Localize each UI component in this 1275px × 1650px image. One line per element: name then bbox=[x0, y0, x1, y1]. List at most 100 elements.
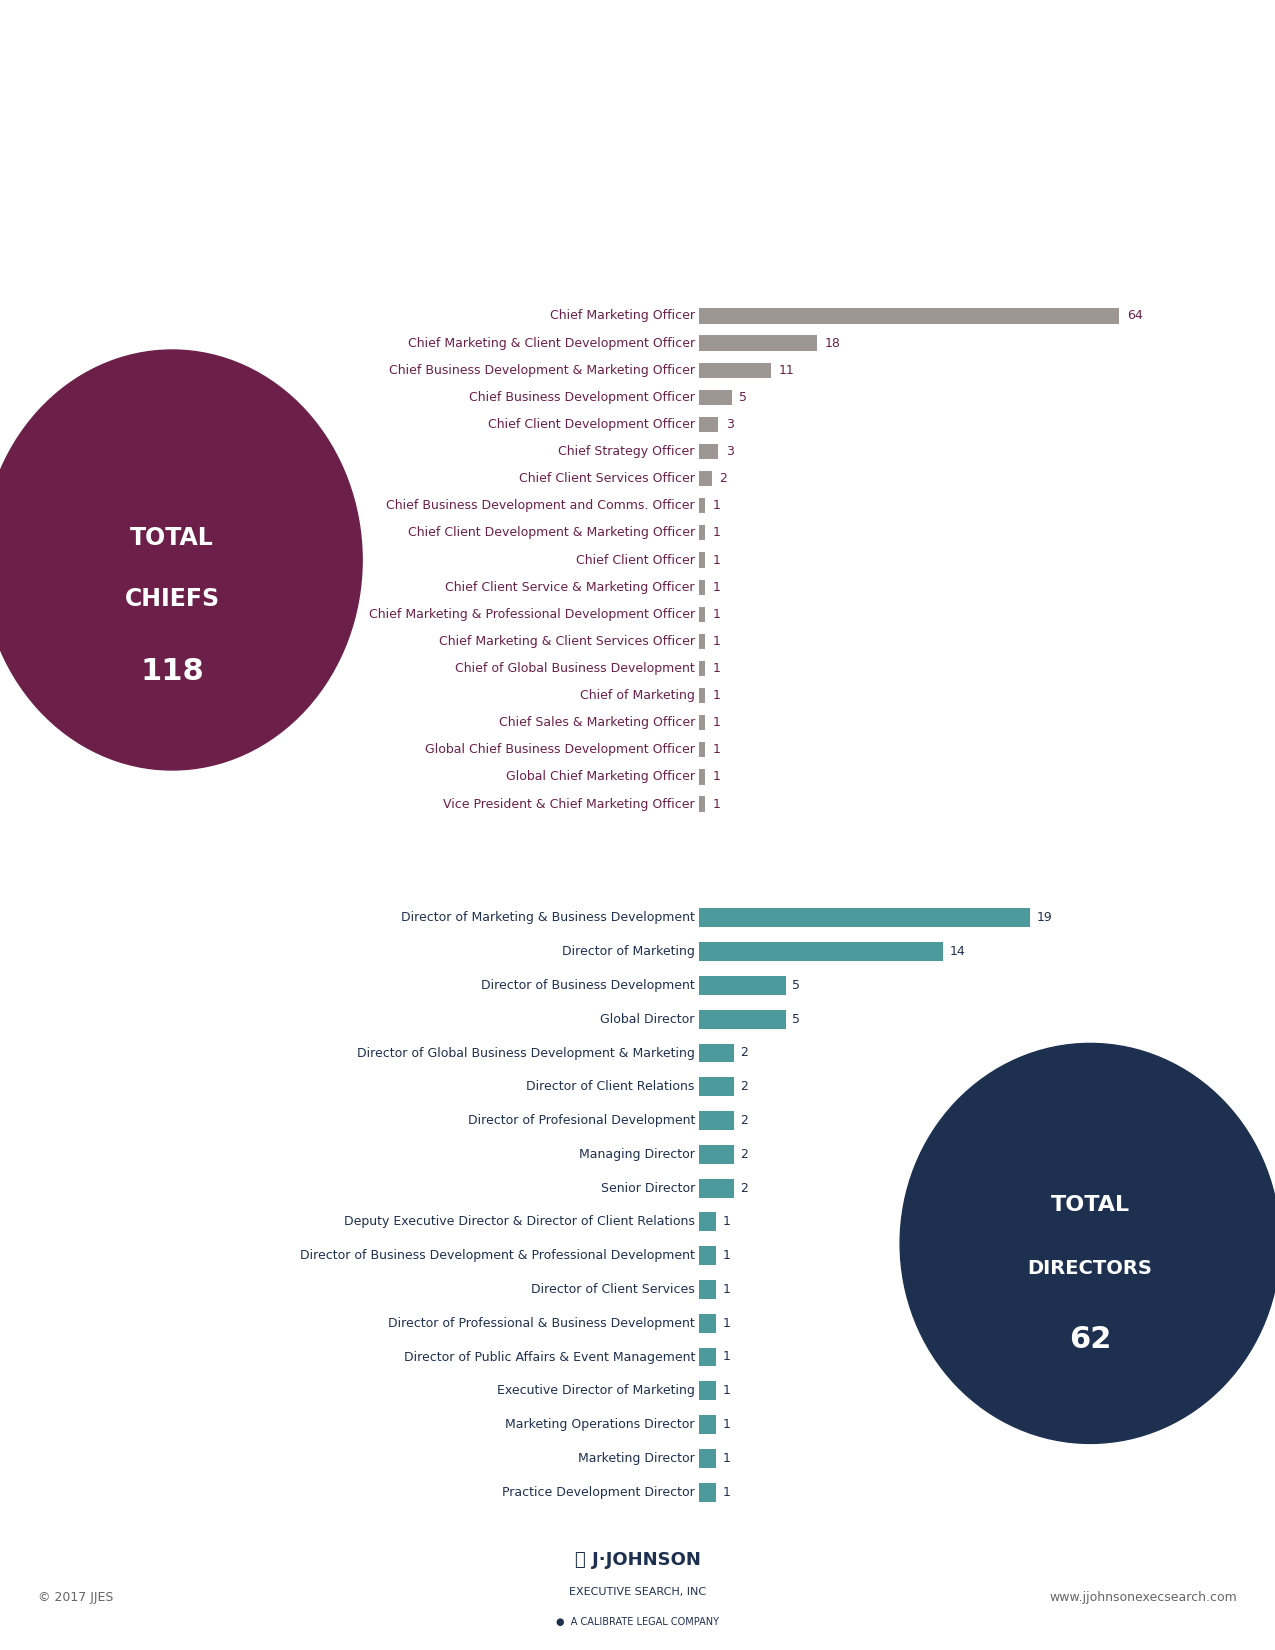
Text: 11: 11 bbox=[779, 363, 794, 376]
Text: Director of Marketing: Director of Marketing bbox=[562, 945, 695, 959]
Text: 1: 1 bbox=[713, 526, 720, 540]
Bar bbox=[699, 607, 705, 622]
Text: 1: 1 bbox=[713, 797, 720, 810]
Text: Am Law 200 Marketing Leader Snapshot: Am Law 200 Marketing Leader Snapshot bbox=[5, 91, 1270, 145]
Text: 1: 1 bbox=[723, 1350, 731, 1363]
Bar bbox=[699, 1246, 717, 1266]
Bar bbox=[699, 769, 705, 784]
Bar bbox=[699, 579, 705, 594]
Text: 5: 5 bbox=[740, 391, 747, 404]
Bar bbox=[699, 553, 705, 568]
Text: Director of Global Business Development & Marketing: Director of Global Business Development … bbox=[357, 1046, 695, 1059]
Bar bbox=[699, 1077, 733, 1096]
Bar bbox=[699, 1449, 717, 1468]
Text: Chief Business Development & Marketing Officer: Chief Business Development & Marketing O… bbox=[389, 363, 695, 376]
Bar bbox=[699, 634, 705, 648]
Text: 2: 2 bbox=[740, 1114, 748, 1127]
Bar bbox=[699, 942, 944, 960]
Text: Chief Strategy Officer: Chief Strategy Officer bbox=[558, 446, 695, 459]
Text: 1: 1 bbox=[723, 1452, 731, 1465]
Text: Director of Profesional Development: Director of Profesional Development bbox=[468, 1114, 695, 1127]
Text: 1: 1 bbox=[723, 1216, 731, 1228]
Text: ●  A CALIBRATE LEGAL COMPANY: ● A CALIBRATE LEGAL COMPANY bbox=[556, 1617, 719, 1627]
Bar bbox=[699, 498, 705, 513]
Bar bbox=[699, 909, 1030, 927]
Text: 1: 1 bbox=[713, 500, 720, 512]
Text: 1: 1 bbox=[713, 581, 720, 594]
Bar bbox=[699, 309, 1119, 323]
Text: 1: 1 bbox=[723, 1284, 731, 1295]
Text: 1: 1 bbox=[713, 716, 720, 729]
Text: Director of Professional & Business Development: Director of Professional & Business Deve… bbox=[388, 1317, 695, 1330]
Text: 1: 1 bbox=[713, 662, 720, 675]
Text: Chief and Director Titles: Chief and Director Titles bbox=[418, 185, 857, 218]
Text: 5: 5 bbox=[792, 978, 801, 992]
Text: Marketing Director: Marketing Director bbox=[578, 1452, 695, 1465]
Bar bbox=[699, 797, 705, 812]
Text: 1: 1 bbox=[713, 635, 720, 648]
Text: Senior Director: Senior Director bbox=[601, 1181, 695, 1195]
Text: 1: 1 bbox=[713, 607, 720, 620]
Text: Director of Client Services: Director of Client Services bbox=[532, 1284, 695, 1295]
Text: 2: 2 bbox=[719, 472, 727, 485]
Text: Chief Client Development & Marketing Officer: Chief Client Development & Marketing Off… bbox=[408, 526, 695, 540]
Text: Chief of Marketing: Chief of Marketing bbox=[580, 690, 695, 703]
Text: 1: 1 bbox=[723, 1417, 731, 1431]
Text: 1: 1 bbox=[723, 1384, 731, 1398]
Text: 3: 3 bbox=[725, 446, 734, 459]
Text: Global Director: Global Director bbox=[601, 1013, 695, 1026]
Bar bbox=[699, 742, 705, 757]
Text: 1: 1 bbox=[713, 553, 720, 566]
Text: 2: 2 bbox=[740, 1148, 748, 1162]
Bar bbox=[699, 1145, 733, 1163]
Text: Chief Business Development Officer: Chief Business Development Officer bbox=[469, 391, 695, 404]
Bar bbox=[699, 1043, 733, 1063]
Text: Chief Marketing & Client Services Officer: Chief Marketing & Client Services Office… bbox=[439, 635, 695, 648]
Bar bbox=[699, 977, 785, 995]
Text: DIRECTORS: DIRECTORS bbox=[1028, 1259, 1153, 1279]
Text: Chief of Global Business Development: Chief of Global Business Development bbox=[455, 662, 695, 675]
Text: © 2017 JJES: © 2017 JJES bbox=[38, 1591, 113, 1604]
Bar bbox=[699, 714, 705, 731]
Text: Chief Client Officer: Chief Client Officer bbox=[576, 553, 695, 566]
Bar bbox=[699, 1178, 733, 1198]
Text: Chief Marketing & Professional Development Officer: Chief Marketing & Professional Developme… bbox=[368, 607, 695, 620]
Text: TOTAL: TOTAL bbox=[1051, 1195, 1130, 1214]
Text: CHIEFS: CHIEFS bbox=[125, 587, 219, 610]
Text: Executive Director of Marketing: Executive Director of Marketing bbox=[497, 1384, 695, 1398]
Bar bbox=[699, 1213, 717, 1231]
Bar bbox=[699, 1280, 717, 1299]
Bar bbox=[699, 417, 718, 432]
Text: Marketing Operations Director: Marketing Operations Director bbox=[505, 1417, 695, 1431]
Bar bbox=[699, 363, 771, 378]
Bar bbox=[699, 1416, 717, 1434]
Text: Global Chief Marketing Officer: Global Chief Marketing Officer bbox=[506, 771, 695, 784]
Bar bbox=[699, 1110, 733, 1130]
Text: Director of Business Development & Professional Development: Director of Business Development & Profe… bbox=[300, 1249, 695, 1262]
Text: ⩣ J·JOHNSON: ⩣ J·JOHNSON bbox=[575, 1551, 700, 1569]
Text: 5: 5 bbox=[792, 1013, 801, 1026]
Text: Chief Client Development Officer: Chief Client Development Officer bbox=[488, 417, 695, 431]
Text: 19: 19 bbox=[1037, 911, 1052, 924]
Ellipse shape bbox=[0, 350, 362, 771]
Text: 1: 1 bbox=[723, 1317, 731, 1330]
Bar bbox=[699, 335, 817, 351]
Text: TOTAL: TOTAL bbox=[130, 526, 214, 549]
Text: 64: 64 bbox=[1127, 310, 1142, 322]
Text: Chief Client Services Officer: Chief Client Services Officer bbox=[519, 472, 695, 485]
Bar bbox=[699, 1483, 717, 1502]
Bar bbox=[699, 525, 705, 541]
Text: 118: 118 bbox=[140, 657, 204, 686]
Text: 3: 3 bbox=[725, 417, 734, 431]
Text: EXECUTIVE SEARCH, INC: EXECUTIVE SEARCH, INC bbox=[569, 1587, 706, 1597]
Text: Director of Client Relations: Director of Client Relations bbox=[527, 1081, 695, 1094]
Text: 14: 14 bbox=[950, 945, 965, 959]
Bar bbox=[699, 1313, 717, 1333]
Text: 1: 1 bbox=[723, 1485, 731, 1498]
Text: 1: 1 bbox=[713, 742, 720, 756]
Bar bbox=[699, 1010, 785, 1028]
Text: Managing Director: Managing Director bbox=[579, 1148, 695, 1162]
Text: 2: 2 bbox=[740, 1046, 748, 1059]
Text: Global Chief Business Development Officer: Global Chief Business Development Office… bbox=[425, 742, 695, 756]
Text: Director of Marketing & Business Development: Director of Marketing & Business Develop… bbox=[402, 911, 695, 924]
